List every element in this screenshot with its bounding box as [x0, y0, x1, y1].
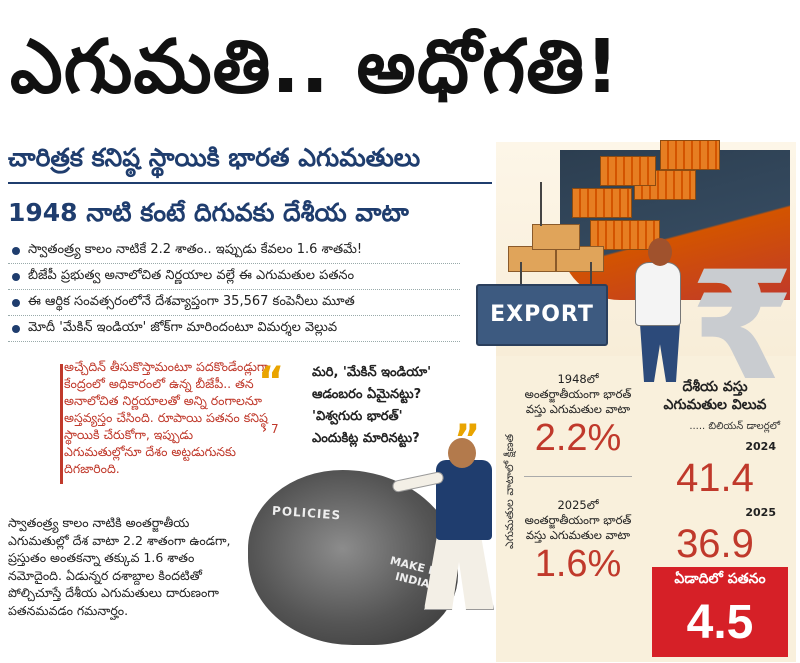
- rider-figure: [436, 460, 492, 540]
- mechanical-lion-illustration: [248, 470, 458, 645]
- stat-1948: 1948లో అంతర్జాతీయంగా భారత్ వస్తు ఎగుమతుల…: [524, 372, 632, 459]
- bullet-item: ఈ ఆర్థిక సంవత్సరంలోనే దేశవ్యాప్తంగా 35,5…: [8, 290, 460, 316]
- crane-cable: [590, 262, 592, 286]
- stat-2025: 2025లో అంతర్జాతీయంగా భారత్ వస్తు ఎగుమతుల…: [524, 498, 632, 585]
- primary-subheading: చారిత్రక కనిష్ఠ స్థాయికి భారత ఎగుమతులు: [8, 143, 421, 172]
- subheading-divider: [8, 182, 492, 184]
- chevron-right-icon: ›: [262, 422, 267, 436]
- bullet-dot-icon: [12, 246, 20, 255]
- quote-line: ఎందుకిట్ల మారినట్టు?: [312, 431, 420, 446]
- lead-paragraph: అచ్చేదిన్ తీసుకొస్తామంటూ పదకొండేండ్లుగా …: [64, 359, 269, 476]
- bullet-text: మోదీ 'మేకిన్ ఇండియా' జోక్‌గా మారిందంటూ వ…: [28, 319, 338, 335]
- bullet-item: మోదీ 'మేకిన్ ఇండియా' జోక్‌గా మారిందంటూ వ…: [8, 316, 460, 342]
- page-reference-number: 7: [270, 422, 279, 436]
- year-label: 2024: [745, 440, 776, 453]
- year-value: 36.9: [676, 522, 754, 566]
- rupee-icon: ₹: [690, 240, 795, 414]
- shipping-container: [572, 188, 632, 218]
- bullet-item: బీజేపీ ప్రభుత్వ అనాలోచిత నిర్ణయాల వల్లే …: [8, 264, 460, 290]
- page-headline: ఎగుమతి.. అధోగతి!: [10, 8, 790, 126]
- page-reference: › 7: [262, 422, 279, 436]
- cargo-crate: [508, 246, 556, 272]
- stat-caption: 1948లో అంతర్జాతీయంగా భారత్ వస్తు ఎగుమతుల…: [524, 372, 632, 416]
- stat-caption: 2025లో అంతర్జాతీయంగా భారత్ వస్తు ఎగుమతుల…: [524, 498, 632, 542]
- stat-divider: [524, 476, 632, 477]
- fall-highlight-box: [652, 567, 788, 657]
- stat-value: 1.6%: [534, 543, 622, 585]
- body-paragraph: స్వాతంత్ర్య కాలం నాటికి అంతర్జాతీయ ఎగుమత…: [8, 515, 231, 618]
- worker-head: [648, 238, 672, 266]
- quote-line: మరి, 'మేకిన్ ఇండియా': [312, 365, 432, 380]
- bullet-dot-icon: [12, 324, 20, 333]
- quote-line: 'విశ్వగురు భారత్': [312, 409, 403, 424]
- bullet-item: స్వాతంత్ర్య కాలం నాటికే 2.2 శాతం.. ఇప్పు…: [8, 238, 460, 264]
- quote-icon: “: [258, 359, 285, 405]
- export-crate: EXPORT: [476, 284, 608, 346]
- secondary-subheading: 1948 నాటి కంటే దిగువకు దేశీయ వాటా: [8, 198, 409, 227]
- share-panel-vertical-label: ఎగుమతుల వాటాలో క్షీణత: [503, 433, 516, 549]
- cargo-crate: [532, 224, 580, 250]
- crane-cable: [520, 262, 522, 286]
- bullet-dot-icon: [12, 272, 20, 281]
- headline-text: ఎగుమతి.. అధోగతి!: [10, 24, 620, 110]
- export-label: EXPORT: [490, 302, 594, 327]
- pull-quote: మరి, 'మేకిన్ ఇండియా' ఆడంబరం ఏమైనట్టు? 'వ…: [312, 362, 482, 450]
- year-value: 41.4: [676, 456, 754, 500]
- shipping-container: [660, 140, 720, 170]
- stat-value: 2.2%: [534, 417, 622, 459]
- bullet-text: ఈ ఆర్థిక సంవత్సరంలోనే దేశవ్యాప్తంగా 35,5…: [28, 293, 355, 309]
- value-panel-unit: ..... బిలియన్ డాలర్లలో: [689, 421, 780, 432]
- lead-accent-bar: [60, 364, 63, 484]
- bullet-list: స్వాతంత్ర్య కాలం నాటికే 2.2 శాతం.. ఇప్పు…: [8, 238, 460, 342]
- year-label: 2025: [745, 506, 776, 519]
- worker-figure: [635, 262, 681, 326]
- bullet-dot-icon: [12, 298, 20, 307]
- shipping-container: [600, 156, 656, 186]
- crane-cable: [540, 182, 542, 226]
- rider-head: [448, 438, 476, 468]
- bullet-text: బీజేపీ ప్రభుత్వ అనాలోచిత నిర్ణయాల వల్లే …: [28, 267, 355, 283]
- bullet-text: స్వాతంత్ర్య కాలం నాటికే 2.2 శాతం.. ఇప్పు…: [28, 241, 363, 257]
- quote-line: ఆడంబరం ఏమైనట్టు?: [312, 387, 422, 402]
- value-panel-title: దేశీయ వస్తు ఎగుమతుల విలువ: [663, 379, 767, 413]
- fall-label: ఏడాదిలో పతనం: [674, 571, 766, 587]
- fall-value: 4.5: [686, 596, 754, 649]
- cargo-crate: [556, 246, 604, 272]
